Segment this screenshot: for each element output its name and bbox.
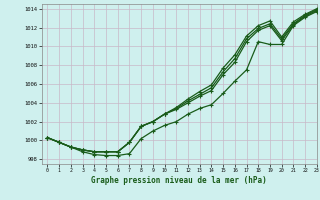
X-axis label: Graphe pression niveau de la mer (hPa): Graphe pression niveau de la mer (hPa) — [91, 176, 267, 185]
